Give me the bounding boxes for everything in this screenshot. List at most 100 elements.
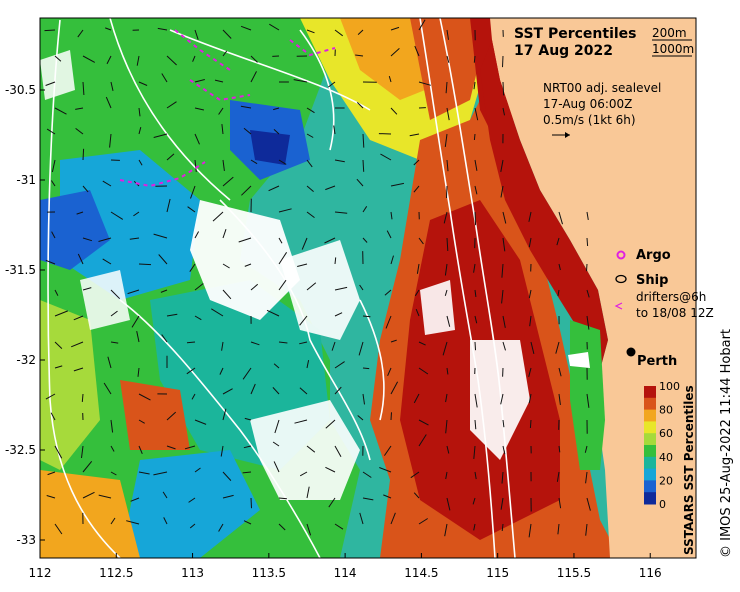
current-arrow: [250, 383, 256, 395]
current-arrow: [556, 237, 560, 246]
current-arrow: [82, 55, 96, 63]
current-arrow: [334, 257, 337, 265]
current-arrow: [194, 29, 199, 40]
current-arrow: [500, 393, 504, 405]
current-arrow: [138, 445, 143, 454]
current-arrow: [184, 445, 196, 450]
x-axis: 112 112.5 113 113.5 114 114.5 115 115.5 116: [29, 553, 662, 580]
current-arrow: [306, 486, 310, 499]
current-arrow: [110, 211, 124, 220]
current-arrow: [130, 497, 140, 502]
current-arrow: [299, 315, 308, 326]
current-arrow: [502, 315, 506, 328]
current-arrow: [446, 315, 451, 327]
drifters-label: drifters@6h: [636, 290, 706, 304]
current-arrow: [44, 29, 56, 32]
argo-label: Argo: [636, 248, 671, 263]
current-arrow: [238, 237, 252, 243]
current-arrow: [528, 523, 532, 538]
current-arrow: [166, 101, 177, 109]
current-arrow: [153, 133, 168, 138]
current-arrow: [273, 363, 280, 369]
current-arrow: [160, 289, 168, 293]
current-arrow: [586, 237, 589, 247]
current-arrow: [50, 412, 56, 421]
map-date: 17 Aug 2022: [514, 43, 613, 59]
current-arrow: [138, 471, 150, 475]
current-arrow: [362, 315, 371, 318]
current-arrow: [244, 417, 252, 421]
current-arrow: [474, 393, 478, 408]
current-arrow: [558, 211, 563, 225]
y-tick-label: -31: [16, 173, 36, 187]
colorbar-label: SSTAARS SST Percentiles: [682, 385, 696, 555]
current-arrow: [102, 180, 112, 187]
current-arrow: [334, 159, 345, 163]
x-tick-label: 116: [639, 566, 662, 580]
current-arrow: [240, 105, 252, 109]
perth-label: Perth: [637, 354, 677, 369]
current-arrow: [362, 206, 368, 213]
current-arrow: [71, 341, 84, 348]
current-arrow: [446, 185, 448, 199]
current-arrow: [584, 445, 588, 453]
current-arrow: [110, 445, 115, 452]
drifter-tracks: [119, 29, 336, 188]
y-tick-label: -33: [16, 533, 36, 547]
current-arrow: [357, 415, 364, 421]
current-arrow: [158, 254, 168, 265]
current-arrow: [502, 107, 505, 116]
current-arrow: [222, 29, 232, 39]
current-arrow: [502, 445, 506, 455]
current-scale: 0.5m/s (1kt 6h): [543, 113, 636, 127]
map-title: SST Percentiles: [514, 26, 637, 42]
current-arrow: [138, 107, 141, 117]
argo-icon: [616, 250, 626, 260]
current-arrow: [473, 523, 476, 531]
current-arrow: [194, 107, 205, 111]
current-arrow: [446, 445, 450, 454]
plot-frame: [39, 17, 697, 559]
current-arrow: [390, 412, 392, 421]
y-tick-label: -30.5: [5, 83, 36, 97]
current-arrow: [138, 81, 148, 86]
current-arrow: [446, 497, 451, 511]
current-arrow: [82, 148, 85, 161]
current-arrow: [445, 471, 448, 480]
current-arrow: [138, 263, 152, 266]
current-arrow: [357, 29, 364, 35]
current-arrow: [362, 471, 372, 478]
current-arrow: [328, 81, 336, 88]
current-arrow: [387, 367, 392, 376]
current-arrow: [333, 125, 336, 135]
current-arrow: [390, 255, 394, 265]
current-arrow: [273, 129, 280, 135]
current-arrow: [418, 419, 429, 426]
current-arrow: [278, 237, 283, 244]
current-arrow: [82, 460, 93, 473]
current-arrow: [250, 71, 257, 83]
current-arrow: [240, 25, 252, 31]
current-arrow: [268, 185, 280, 192]
current-arrow: [138, 159, 143, 166]
colorbar-segment: [644, 421, 656, 434]
current-arrow: [46, 495, 56, 499]
current-source: NRT00 adj. sealevel: [543, 81, 661, 95]
current-arrow: [110, 419, 114, 433]
current-arrow: [306, 282, 317, 291]
current-arrow: [105, 96, 112, 109]
current-arrow: [110, 81, 114, 92]
current-arrow: [222, 229, 227, 239]
current-arrow: [54, 445, 63, 459]
current-arrow: [266, 309, 280, 317]
y-tick-label: -32.5: [5, 443, 36, 457]
current-arrow: [474, 471, 477, 480]
current-arrow: [110, 517, 116, 525]
current-arrow: [278, 208, 292, 213]
current-arrow: [306, 107, 315, 114]
y-axis: -30.5 -31 -31.5 -32 -32.5 -33: [5, 83, 45, 547]
current-arrow: [82, 237, 93, 242]
current-arrow: [301, 237, 308, 250]
current-arrow: [446, 237, 449, 252]
ship-label: Ship: [636, 273, 668, 288]
